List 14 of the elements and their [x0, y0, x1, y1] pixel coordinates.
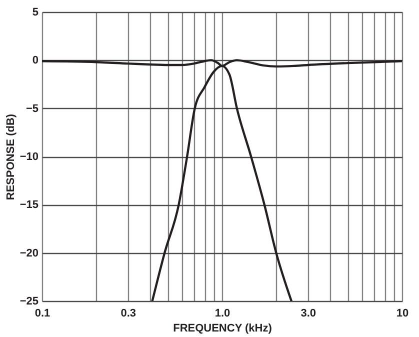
y-tick-label: 0: [32, 54, 38, 67]
y-axis-title: RESPONSE (dB): [4, 114, 17, 200]
x-tick-label: 3.0: [300, 308, 316, 320]
y-tick-label: −25: [20, 296, 38, 308]
y-tick-label: −15: [20, 199, 38, 212]
y-tick-label: −20: [20, 247, 38, 260]
y-tick-label: 5: [32, 6, 38, 18]
x-tick-label: 0.3: [120, 308, 136, 320]
x-axis-title: FREQUENCY (kHz): [173, 322, 272, 334]
x-tick-label: 10: [396, 308, 409, 320]
x-tick-label: 0.1: [34, 308, 50, 320]
x-tick-label: 1.0: [214, 308, 230, 320]
y-tick-label: −5: [26, 102, 38, 115]
y-tick-label: −10: [20, 151, 38, 163]
